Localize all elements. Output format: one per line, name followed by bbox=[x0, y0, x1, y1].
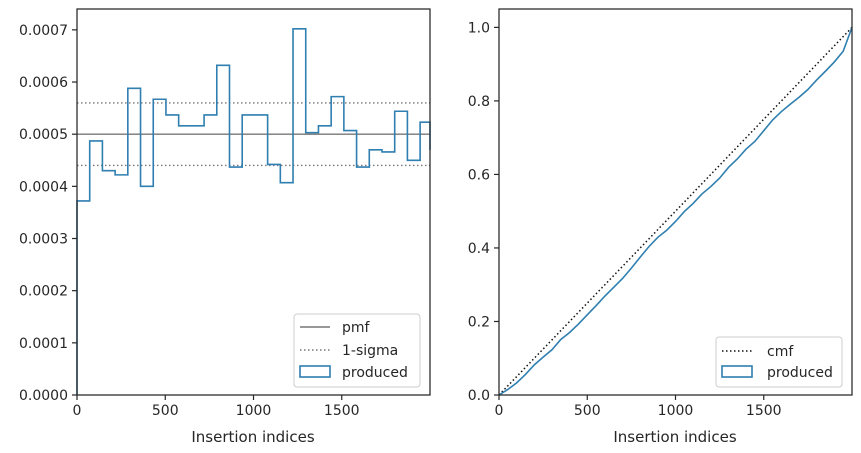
legend-frame bbox=[715, 336, 843, 388]
y-axis-ticks: 0.0 0.2 0.4 0.6 0.8 1.0 bbox=[468, 20, 499, 404]
y-axis-ticks: 0.0000 0.0001 0.0002 0.0003 0.0004 0.0005 0.00… bbox=[19, 23, 77, 404]
x-tick-label: 1500 bbox=[324, 403, 360, 419]
produced-histogram-step bbox=[76, 28, 431, 395]
legend-produced-label: produced bbox=[767, 365, 833, 381]
y-tick-label: 0.0006 bbox=[19, 75, 68, 91]
legend-sigma-label: 1-sigma bbox=[342, 343, 398, 359]
x-axis-label: Insertion indices bbox=[191, 428, 314, 446]
produced-cumulative-step bbox=[498, 27, 853, 396]
y-tick-label: 0.0 bbox=[468, 388, 490, 404]
legend-pmf-label: pmf bbox=[342, 320, 371, 336]
y-tick-label: 0.0005 bbox=[19, 127, 68, 143]
y-tick-label: 0.0003 bbox=[19, 232, 68, 248]
legend-cmf-label: cmf bbox=[767, 344, 794, 360]
x-tick-label: 500 bbox=[152, 403, 179, 419]
y-tick-label: 0.0002 bbox=[19, 284, 68, 300]
y-tick-label: 0.0004 bbox=[19, 179, 68, 195]
legend-produced-swatch bbox=[299, 365, 331, 378]
x-axis-ticks: 0 500 1000 1500 bbox=[495, 395, 782, 419]
y-tick-label: 0.2 bbox=[468, 314, 490, 330]
legend: pmf 1-sigma produced bbox=[293, 313, 421, 388]
y-tick-label: 0.6 bbox=[468, 167, 490, 183]
x-tick-label: 1500 bbox=[746, 403, 782, 419]
y-tick-label: 0.4 bbox=[468, 241, 490, 257]
legend: cmf produced bbox=[715, 336, 843, 388]
pmf-histogram-chart: 0 500 1000 1500 0.00000.00010.00020.00030.0… bbox=[19, 8, 431, 446]
x-tick-label: 1000 bbox=[658, 403, 694, 419]
y-tick-label: 0.8 bbox=[468, 94, 490, 110]
x-tick-label: 0 bbox=[73, 403, 82, 419]
y-tick-label: 0.0001 bbox=[19, 336, 68, 352]
x-axis-ticks: 0 500 1000 1500 bbox=[73, 395, 360, 419]
legend-produced-swatch bbox=[721, 365, 753, 378]
reference-lines bbox=[77, 102, 430, 167]
y-tick-label: 0.0000 bbox=[19, 388, 68, 404]
x-tick-label: 1000 bbox=[236, 403, 272, 419]
cmf-line bbox=[498, 26, 853, 396]
x-tick-label: 0 bbox=[495, 403, 504, 419]
y-tick-label: 0.0007 bbox=[19, 23, 68, 39]
y-tick-label: 1.0 bbox=[468, 20, 490, 36]
legend-frame bbox=[293, 313, 421, 388]
cmf-chart: 0 500 1000 1500 0.0 0.2 0.4 0.6 0.8 1.0 Insertio… bbox=[468, 8, 853, 446]
x-axis-label: Insertion indices bbox=[613, 428, 736, 446]
x-tick-label: 500 bbox=[574, 403, 601, 419]
legend-produced-label: produced bbox=[342, 365, 408, 381]
